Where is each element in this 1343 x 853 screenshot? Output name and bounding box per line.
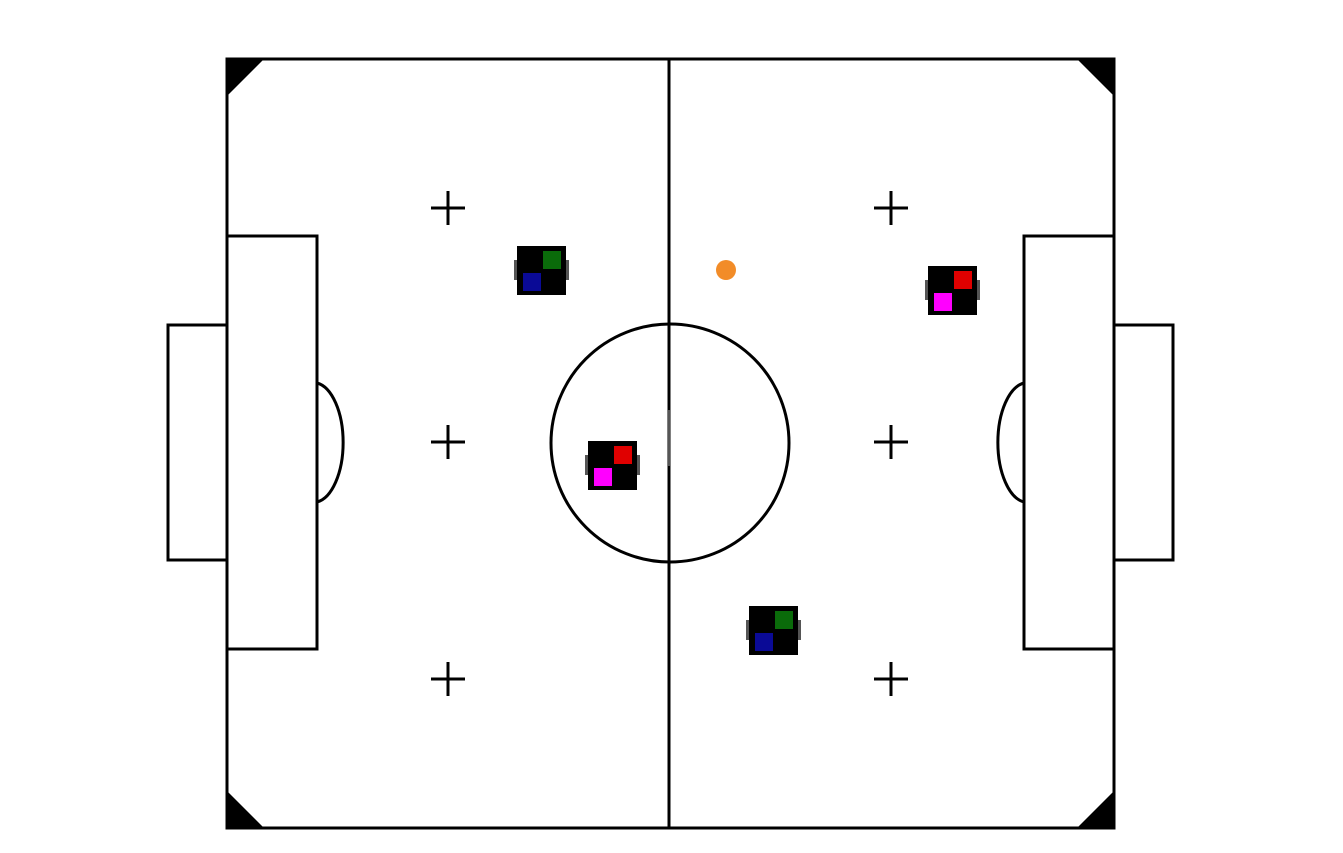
- cross-mark: [431, 191, 465, 225]
- right-goal: [1112, 323, 1175, 562]
- right-penalty-area: [1022, 234, 1116, 651]
- corner-bottom-left: [227, 791, 264, 828]
- center-circle: [549, 322, 791, 564]
- cross-mark: [874, 425, 908, 459]
- left-penalty-arc: [316, 381, 345, 504]
- corner-bottom-right: [1077, 791, 1114, 828]
- left-goal: [166, 323, 229, 562]
- cross-mark: [431, 662, 465, 696]
- ball[interactable]: [716, 260, 736, 280]
- robot-left-upper[interactable]: [514, 246, 569, 295]
- corner-top-right: [1077, 59, 1114, 96]
- robot-right-upper[interactable]: [925, 266, 980, 315]
- robot-left-center[interactable]: [585, 441, 640, 490]
- left-penalty-area: [225, 234, 319, 651]
- cross-mark: [874, 191, 908, 225]
- corner-top-left: [227, 59, 264, 96]
- free-ball-marks: [431, 191, 908, 696]
- cross-mark: [431, 425, 465, 459]
- right-penalty-arc: [996, 381, 1025, 504]
- robot-right-lower[interactable]: [746, 606, 801, 655]
- cross-mark: [874, 662, 908, 696]
